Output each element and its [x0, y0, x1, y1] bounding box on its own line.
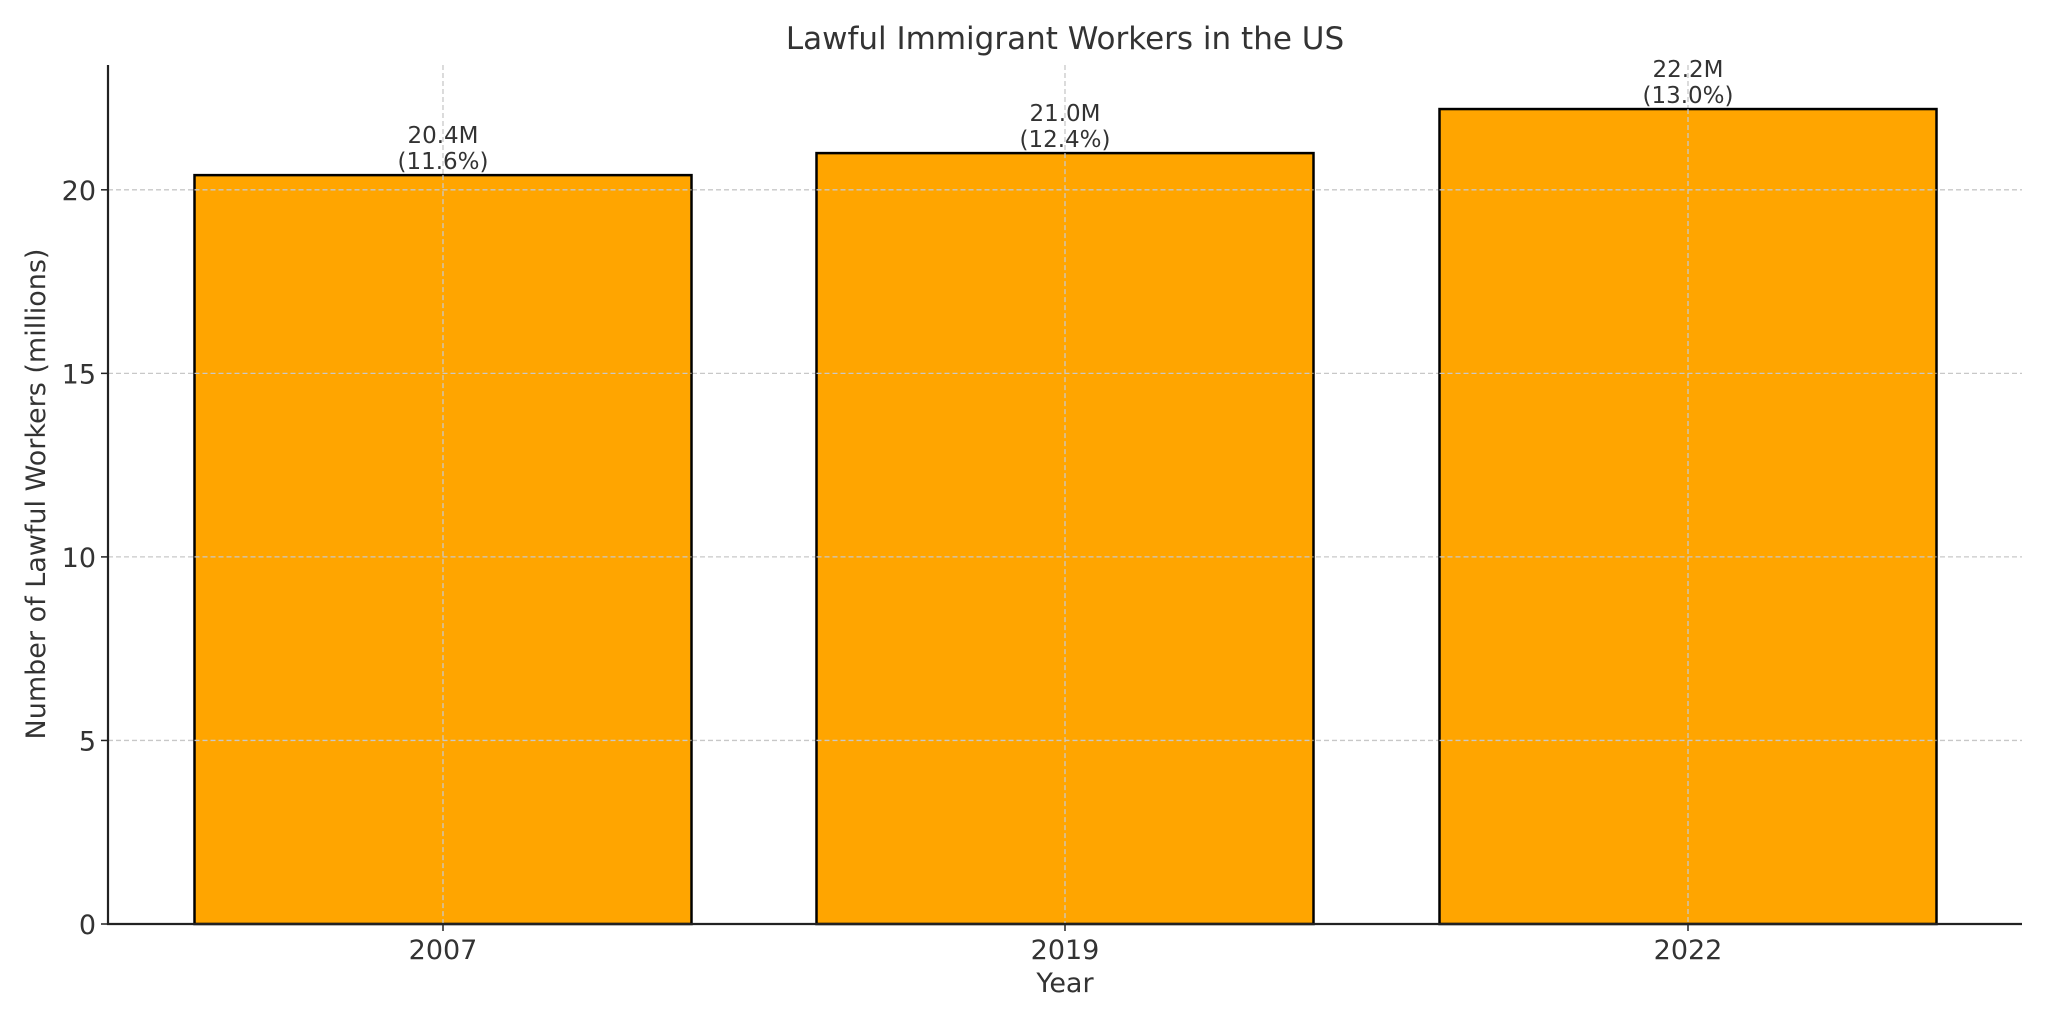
data-labels: 20.4M(11.6%) 21.0M(12.4%) 22.2M(13.0%): [397, 57, 1733, 175]
y-tick-label: 5: [79, 726, 96, 757]
y-tick-label: 15: [62, 359, 96, 390]
bar-percent-label: (12.4%): [1019, 127, 1110, 153]
x-tick-label: 2019: [1031, 935, 1100, 966]
x-axis-label: Year: [1035, 968, 1094, 999]
axes: 0 5 10 15 20 2007 2019 2022: [62, 65, 2022, 966]
x-tick-label: 2007: [409, 935, 478, 966]
y-axis-label: Number of Lawful Workers (millions): [21, 249, 52, 740]
y-tick-label: 20: [62, 176, 96, 207]
chart-title: Lawful Immigrant Workers in the US: [786, 21, 1344, 57]
bar-value-label: 22.2M: [1652, 57, 1723, 83]
bar-percent-label: (11.6%): [397, 149, 488, 175]
bar-value-label: 20.4M: [407, 123, 478, 149]
bars: [193, 107, 1938, 926]
x-tick-label: 2022: [1654, 935, 1723, 966]
y-tick-label: 0: [79, 910, 96, 941]
y-tick-label: 10: [62, 543, 96, 574]
bar-value-label: 21.0M: [1029, 101, 1100, 127]
bar-percent-label: (13.0%): [1642, 83, 1733, 109]
bar-2022: [1438, 107, 1938, 926]
